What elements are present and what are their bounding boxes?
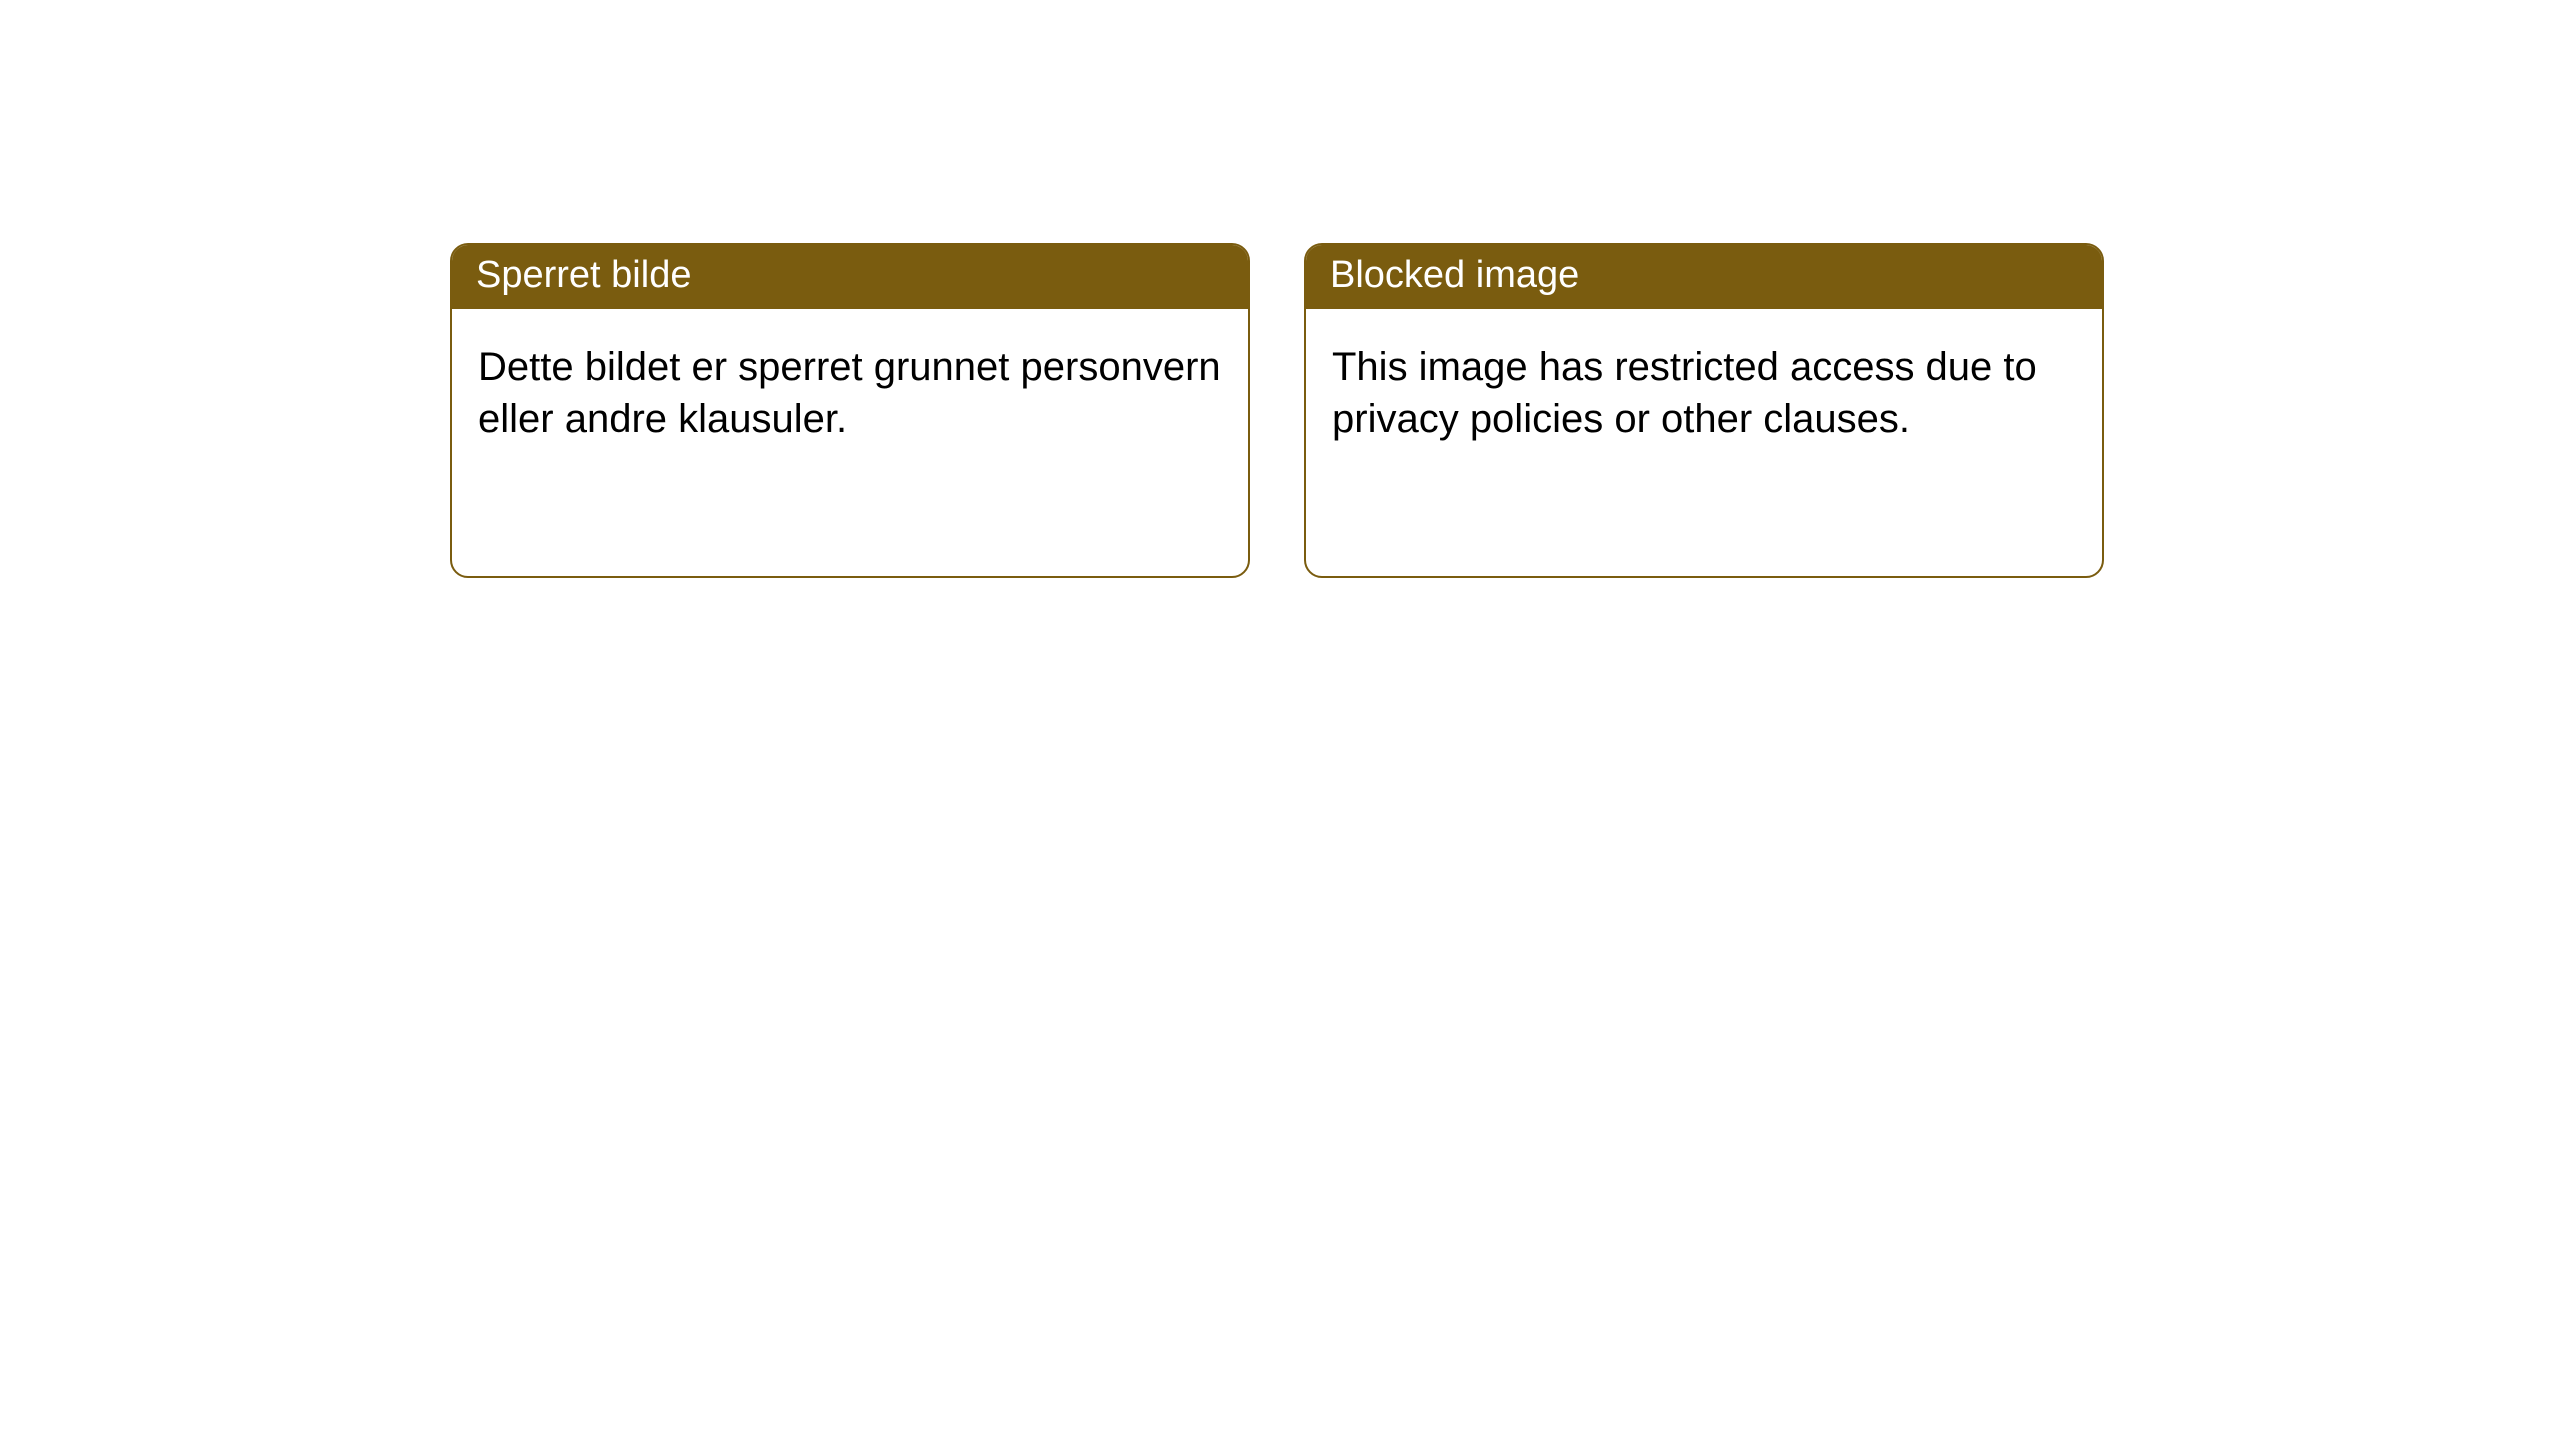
notice-card-english: Blocked image This image has restricted …: [1304, 243, 2104, 578]
notice-card-norwegian: Sperret bilde Dette bildet er sperret gr…: [450, 243, 1250, 578]
notice-card-container: Sperret bilde Dette bildet er sperret gr…: [450, 243, 2104, 578]
card-body: This image has restricted access due to …: [1306, 309, 2102, 479]
card-body: Dette bildet er sperret grunnet personve…: [452, 309, 1248, 479]
card-header: Blocked image: [1306, 245, 2102, 309]
card-header: Sperret bilde: [452, 245, 1248, 309]
